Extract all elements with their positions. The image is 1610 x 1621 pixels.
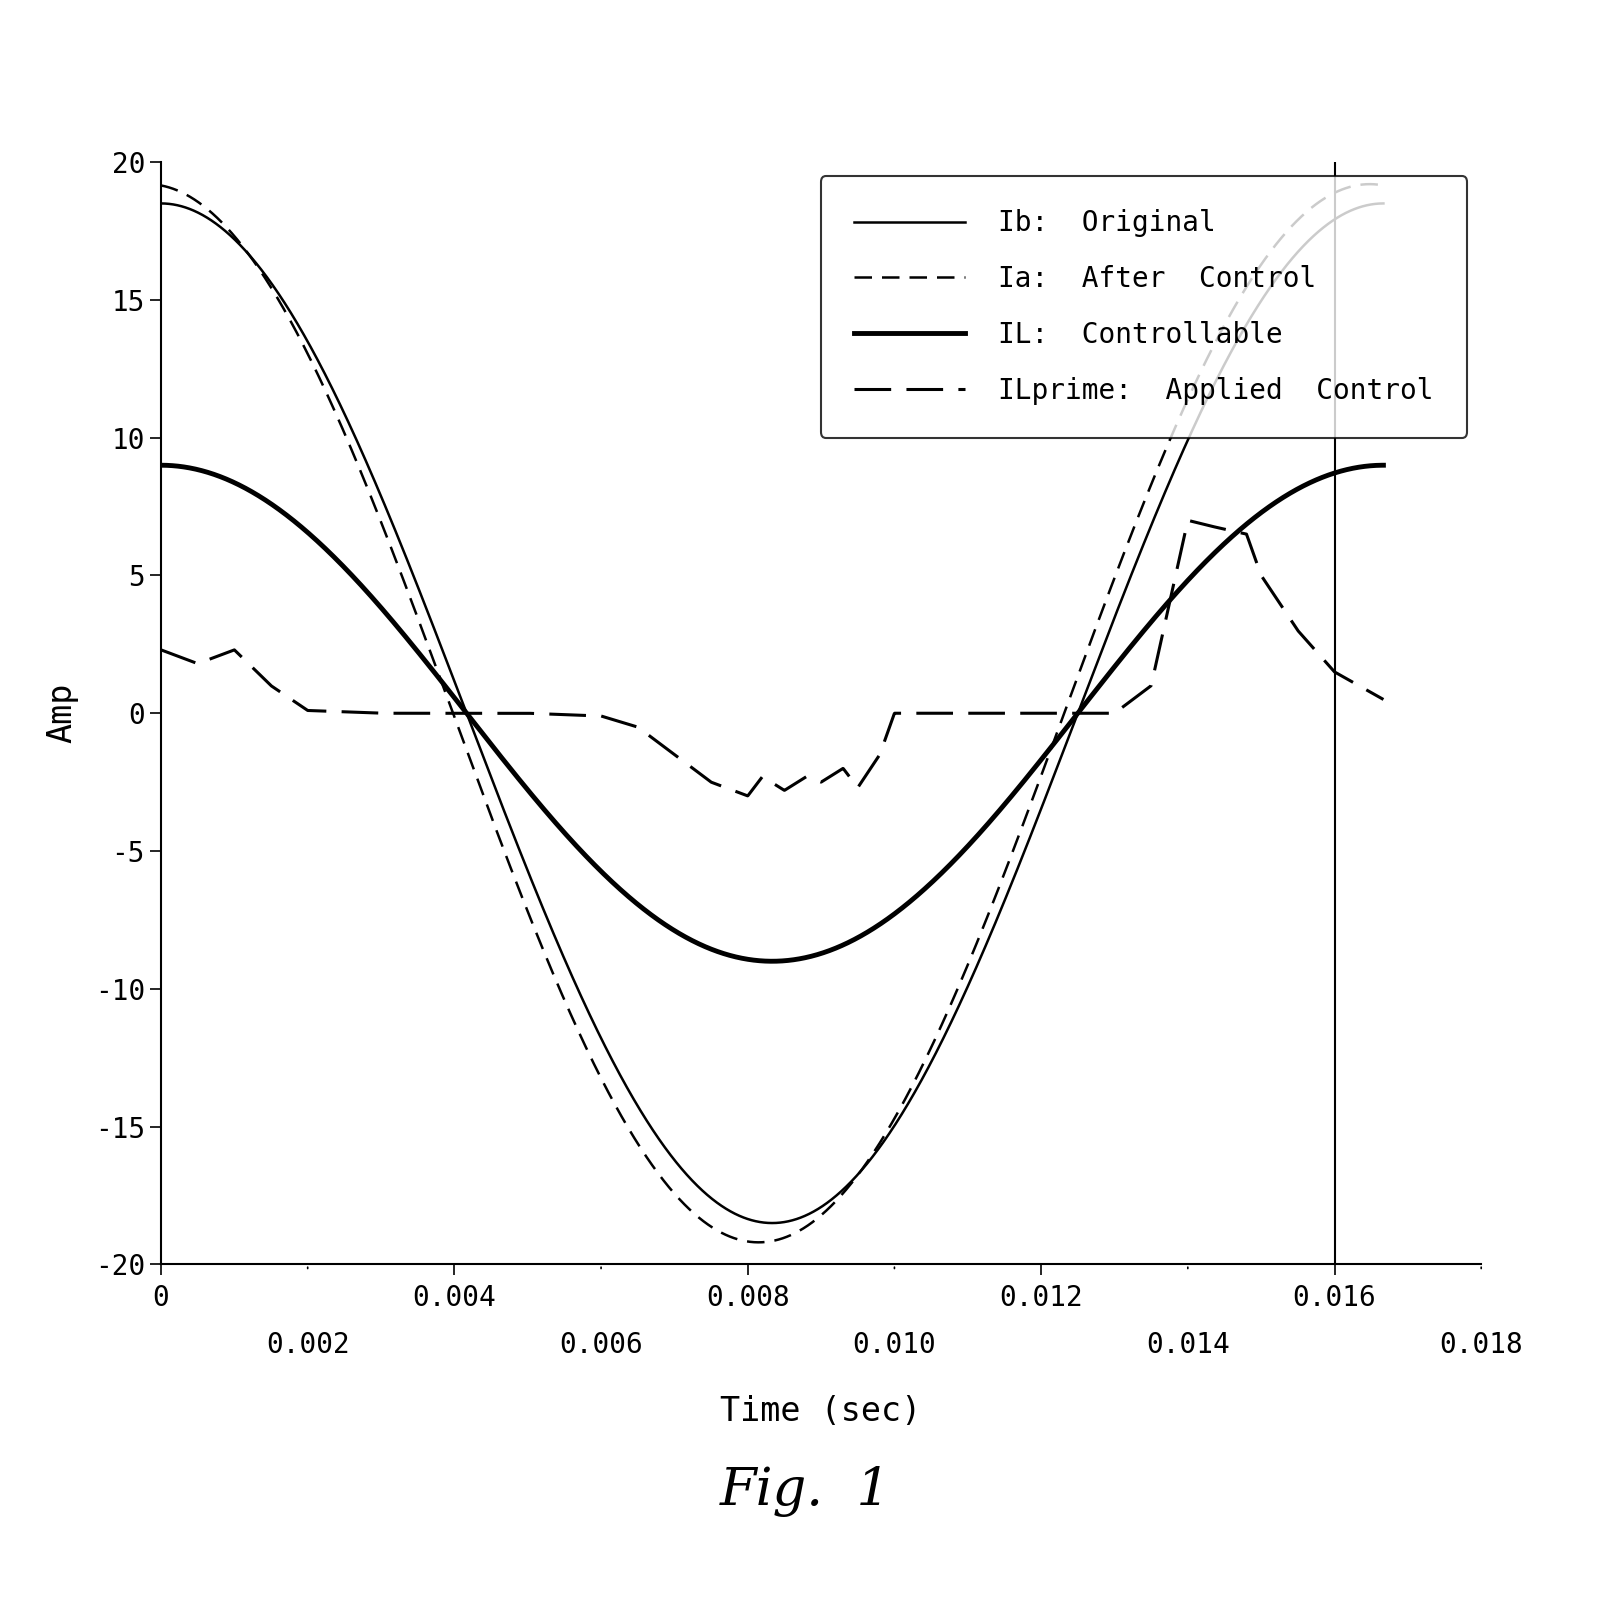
IL:  Controllable: (0.00639, -6.69): Controllable: (0.00639, -6.69): [620, 888, 639, 908]
Ib:  Original: (0.00833, -18.5): Original: (0.00833, -18.5): [763, 1213, 782, 1232]
Ib:  Original: (0.00289, 8.56): Original: (0.00289, 8.56): [364, 467, 383, 486]
Text: 0.002: 0.002: [266, 1331, 349, 1358]
Text: Fig.  1: Fig. 1: [720, 1465, 890, 1517]
Line: Ia:  After  Control: Ia: After Control: [161, 185, 1383, 1242]
Ia:  After  Control: (0.0165, 19.2): After Control: (0.0165, 19.2): [1360, 175, 1380, 195]
Ib:  Original: (0, 18.5): Original: (0, 18.5): [151, 193, 171, 212]
IL:  Controllable: (0.00711, -8.07): Controllable: (0.00711, -8.07): [673, 926, 692, 945]
ILprime:  Applied  Control: (0.00711, -1.73): Applied Control: (0.00711, -1.73): [673, 751, 692, 770]
IL:  Controllable: (0.0167, 9): Controllable: (0.0167, 9): [1373, 456, 1393, 475]
ILprime:  Applied  Control: (0.00289, 0.011): Applied Control: (0.00289, 0.011): [364, 704, 383, 723]
Ia:  After  Control: (0, 19.2): After Control: (0, 19.2): [151, 175, 171, 195]
Ib:  Original: (0.0163, 18.4): Original: (0.0163, 18.4): [1351, 198, 1370, 217]
ILprime:  Applied  Control: (0.014, 7): Applied Control: (0.014, 7): [1179, 511, 1198, 530]
Line: ILprime:  Applied  Control: ILprime: Applied Control: [161, 520, 1383, 796]
Ia:  After  Control: (0.0167, 19.2): After Control: (0.0167, 19.2): [1373, 175, 1393, 195]
Legend: Ib:  Original, Ia:  After  Control, IL:  Controllable, ILprime:  Applied  Contro: Ib: Original, Ia: After Control, IL: Con…: [821, 177, 1467, 438]
Ib:  Original: (0.00711, -16.6): Original: (0.00711, -16.6): [673, 1161, 692, 1180]
Ia:  After  Control: (0.0145, 14.3): After Control: (0.0145, 14.3): [1219, 308, 1238, 327]
X-axis label: Time (sec): Time (sec): [720, 1396, 921, 1428]
Ia:  After  Control: (0.0019, 13.6): After Control: (0.0019, 13.6): [291, 329, 311, 349]
Line: Ib:  Original: Ib: Original: [161, 203, 1383, 1222]
Text: 0.006: 0.006: [559, 1331, 642, 1358]
ILprime:  Applied  Control: (0.0146, 6.65): Applied Control: (0.0146, 6.65): [1219, 520, 1238, 540]
Y-axis label: Amp: Amp: [45, 682, 79, 744]
Ia:  After  Control: (0.00289, 7.68): After Control: (0.00289, 7.68): [364, 491, 383, 511]
IL:  Controllable: (0.0163, 8.93): Controllable: (0.0163, 8.93): [1351, 457, 1370, 477]
Ia:  After  Control: (0.00711, -17.8): After Control: (0.00711, -17.8): [673, 1193, 692, 1213]
IL:  Controllable: (0.0019, 6.79): Controllable: (0.0019, 6.79): [291, 517, 311, 537]
Ia:  After  Control: (0.00815, -19.2): After Control: (0.00815, -19.2): [749, 1232, 768, 1251]
ILprime:  Applied  Control: (0.0164, 0.975): Applied Control: (0.0164, 0.975): [1351, 676, 1370, 695]
Ib:  Original: (0.00639, -13.8): Original: (0.00639, -13.8): [620, 1083, 639, 1102]
ILprime:  Applied  Control: (0.0167, 0.5): Applied Control: (0.0167, 0.5): [1373, 689, 1393, 708]
IL:  Controllable: (0.00833, -9): Controllable: (0.00833, -9): [763, 952, 782, 971]
ILprime:  Applied  Control: (0.00639, -0.413): Applied Control: (0.00639, -0.413): [620, 715, 639, 734]
ILprime:  Applied  Control: (0.008, -3): Applied Control: (0.008, -3): [737, 786, 757, 806]
Ib:  Original: (0.0145, 12.9): Original: (0.0145, 12.9): [1219, 347, 1238, 366]
Ib:  Original: (0.0019, 14): Original: (0.0019, 14): [291, 319, 311, 339]
Line: IL:  Controllable: IL: Controllable: [161, 465, 1383, 961]
Text: 0.014: 0.014: [1146, 1331, 1230, 1358]
Text: 0.010: 0.010: [853, 1331, 937, 1358]
Ia:  After  Control: (0.00639, -15.1): After Control: (0.00639, -15.1): [620, 1120, 639, 1140]
IL:  Controllable: (0.0145, 6.28): Controllable: (0.0145, 6.28): [1219, 530, 1238, 550]
Text: 0.018: 0.018: [1439, 1331, 1523, 1358]
Ib:  Original: (0.0167, 18.5): Original: (0.0167, 18.5): [1373, 195, 1393, 214]
IL:  Controllable: (0.00289, 4.17): Controllable: (0.00289, 4.17): [364, 588, 383, 608]
ILprime:  Applied  Control: (0.0019, 0.279): Applied Control: (0.0019, 0.279): [291, 695, 311, 715]
IL:  Controllable: (0, 9): Controllable: (0, 9): [151, 456, 171, 475]
ILprime:  Applied  Control: (0, 2.3): Applied Control: (0, 2.3): [151, 640, 171, 660]
Ia:  After  Control: (0.0163, 19.2): After Control: (0.0163, 19.2): [1351, 175, 1370, 195]
